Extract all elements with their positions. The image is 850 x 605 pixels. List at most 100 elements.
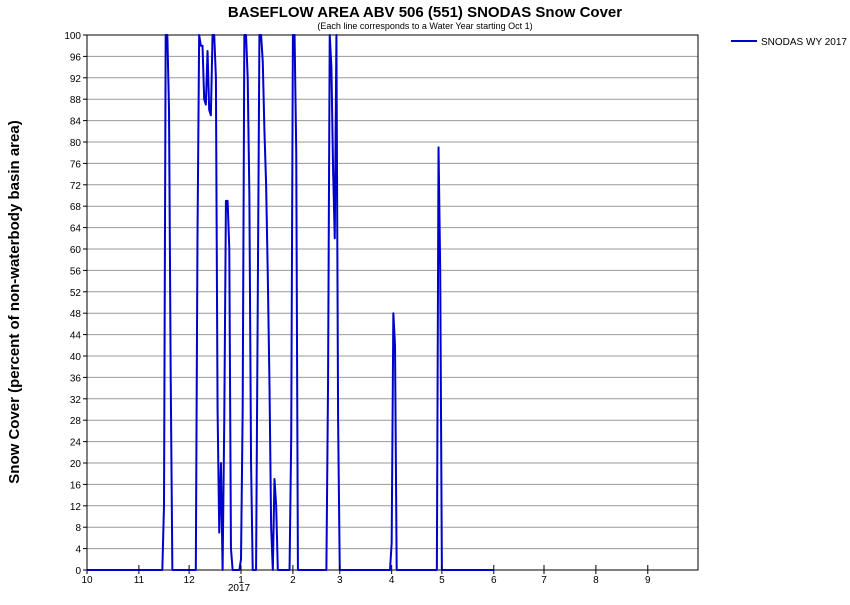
data-point <box>161 569 163 571</box>
x-tick-label: 3 <box>337 575 343 586</box>
data-point <box>268 382 271 384</box>
data-point <box>391 542 393 544</box>
data-point <box>290 435 292 437</box>
data-point <box>228 248 230 250</box>
data-point <box>163 505 165 507</box>
data-point <box>166 34 168 36</box>
data-point <box>273 478 276 480</box>
y-tick-label: 88 <box>70 95 82 106</box>
data-point <box>230 548 232 550</box>
legend-label: SNODAS WY 2017 <box>761 37 847 48</box>
y-tick-label: 32 <box>70 395 82 406</box>
data-point <box>295 152 297 154</box>
x-tick-label: 6 <box>491 575 497 586</box>
data-point <box>257 301 259 304</box>
data-point <box>439 269 441 271</box>
y-axis: 0481216202428323640444852566064687276808… <box>64 31 87 577</box>
data-point <box>250 462 252 464</box>
x-tick-label: 5 <box>439 575 445 586</box>
y-tick-label: 76 <box>70 159 82 170</box>
y-tick-label: 80 <box>70 138 82 149</box>
data-point <box>255 569 257 571</box>
data-point <box>293 34 296 36</box>
data-point <box>210 114 212 116</box>
y-tick-label: 36 <box>70 373 82 384</box>
x-tick-label: 10 <box>81 575 93 586</box>
data-point <box>292 34 294 36</box>
data-point <box>297 569 299 571</box>
x-tick-label: 8 <box>593 575 599 586</box>
y-tick-label: 64 <box>70 224 82 235</box>
legend: SNODAS WY 2017 <box>731 37 847 48</box>
x-tick-label: 7 <box>541 575 547 586</box>
y-tick-label: 28 <box>70 416 82 427</box>
y-tick-label: 44 <box>70 331 82 342</box>
y-axis-label: Snow Cover (percent of non-waterbody bas… <box>6 120 23 483</box>
y-tick-label: 8 <box>75 523 81 534</box>
y-tick-label: 56 <box>70 266 82 277</box>
data-point <box>243 34 245 36</box>
data-point <box>203 98 205 100</box>
y-tick-label: 0 <box>75 566 81 577</box>
data-point <box>394 344 396 346</box>
data-point <box>267 275 269 277</box>
data-point <box>262 61 264 63</box>
data-point <box>198 34 200 36</box>
data-point <box>227 200 229 202</box>
x-tick-label: 2 <box>290 575 296 586</box>
x-tick-label: 4 <box>389 575 395 586</box>
data-point <box>168 109 170 111</box>
data-point <box>232 569 234 571</box>
series-line <box>87 34 494 571</box>
data-point <box>247 77 249 79</box>
data-point <box>240 558 242 560</box>
data-point <box>288 569 291 571</box>
data-point <box>396 569 398 571</box>
y-tick-label: 40 <box>70 352 82 363</box>
y-tick-label: 100 <box>64 31 81 42</box>
data-point <box>252 569 254 571</box>
y-tick-label: 84 <box>70 117 82 128</box>
series-layer <box>86 34 495 571</box>
data-point <box>208 109 210 111</box>
data-point <box>332 168 334 170</box>
x-axis: 10 11 12 1 2 3 4 5 6 7 8 9 <box>81 565 651 586</box>
data-point <box>195 569 197 571</box>
data-point <box>329 34 331 36</box>
data-point <box>171 569 173 571</box>
data-point <box>213 34 215 36</box>
data-point <box>330 66 332 68</box>
data-point <box>325 569 327 571</box>
data-point <box>218 531 220 534</box>
x-tick-label: 12 <box>184 575 196 586</box>
data-point <box>206 50 209 52</box>
data-point <box>275 505 277 507</box>
data-point <box>436 569 438 571</box>
year-label: 2017 <box>228 583 251 594</box>
data-point <box>200 45 202 47</box>
y-tick-label: 68 <box>70 202 82 213</box>
x-tick-label: 9 <box>645 575 651 586</box>
plot-area <box>86 34 699 571</box>
y-tick-label: 72 <box>70 181 82 192</box>
data-point <box>225 200 227 202</box>
y-tick-label: 96 <box>70 52 82 63</box>
data-point <box>165 34 167 36</box>
data-point <box>272 569 274 571</box>
data-point <box>258 34 261 36</box>
y-tick-label: 48 <box>70 309 82 320</box>
data-point <box>335 34 338 36</box>
y-tick-label: 24 <box>70 438 82 449</box>
data-point <box>196 237 199 239</box>
data-point <box>242 408 244 411</box>
data-point <box>248 194 250 197</box>
chart-subtitle: (Each line corresponds to a Water Year s… <box>317 21 532 31</box>
data-point <box>327 382 329 384</box>
data-point <box>221 569 224 571</box>
data-point <box>211 34 214 36</box>
y-tick-label: 16 <box>70 480 82 491</box>
data-point <box>238 569 240 571</box>
data-point <box>277 569 279 571</box>
y-tick-label: 4 <box>75 545 81 556</box>
